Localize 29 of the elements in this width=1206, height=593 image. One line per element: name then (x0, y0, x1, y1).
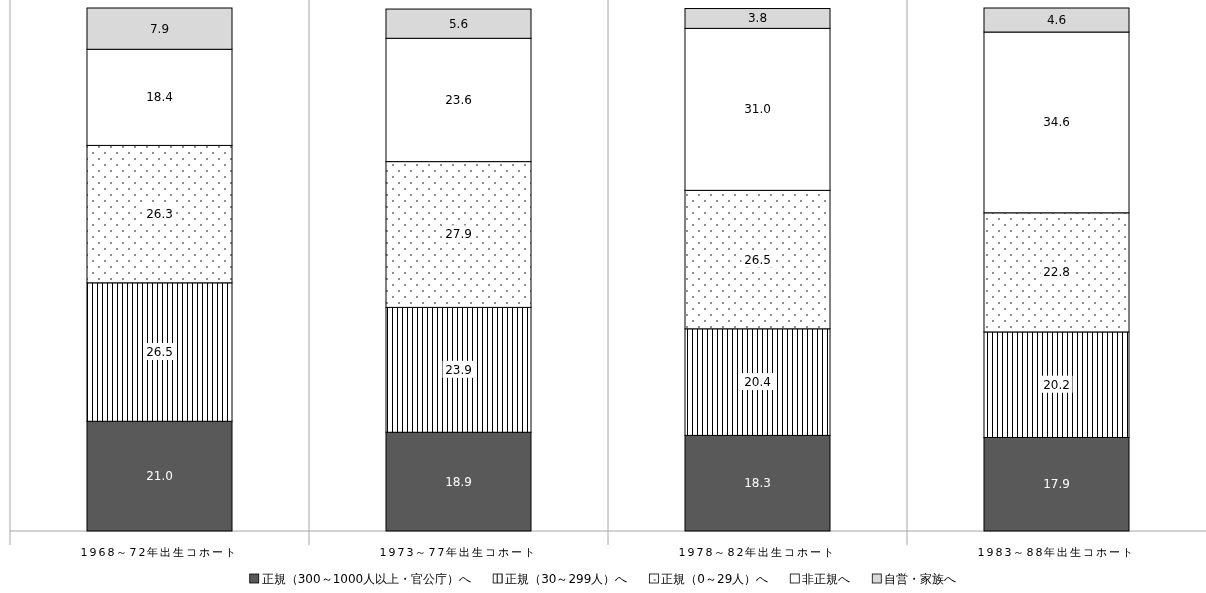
data-label: 3.8 (747, 11, 768, 26)
data-label: 4.6 (1046, 13, 1067, 28)
data-label: 23.6 (445, 92, 472, 107)
data-label: 20.4 (744, 375, 771, 390)
x-tick-label: 1978～82年出生コホート (678, 546, 837, 559)
data-label: 5.6 (448, 16, 469, 31)
data-label: 22.8 (1043, 265, 1070, 280)
data-label: 18.3 (744, 476, 771, 491)
x-tick-label: 1983～88年出生コホート (977, 546, 1136, 559)
data-label: 20.2 (1043, 377, 1070, 392)
data-label: 31.0 (744, 102, 771, 117)
x-tick-label: 1968～72年出生コホート (80, 546, 239, 559)
data-label: 17.9 (1043, 477, 1070, 492)
legend-label: 非正規へ (802, 572, 851, 586)
data-label: 18.4 (146, 90, 173, 105)
data-label: 7.9 (149, 21, 170, 36)
data-label: 26.5 (146, 345, 173, 360)
data-label: 23.9 (445, 362, 472, 377)
data-label: 26.3 (146, 207, 173, 222)
legend-label: 正規（300～1000人以上・官公庁）へ (261, 572, 472, 586)
data-label: 34.6 (1043, 115, 1070, 130)
data-label: 26.5 (744, 252, 771, 267)
legend-label: 自営・家族へ (884, 572, 957, 586)
legend-label: 正規（0～29人）へ (661, 572, 769, 586)
data-label: 18.9 (445, 474, 472, 489)
legend-label: 正規（30～299人）へ (505, 572, 628, 586)
data-label: 21.0 (146, 469, 173, 484)
data-label: 27.9 (445, 227, 472, 242)
x-tick-label: 1973～77年出生コホート (379, 546, 538, 559)
